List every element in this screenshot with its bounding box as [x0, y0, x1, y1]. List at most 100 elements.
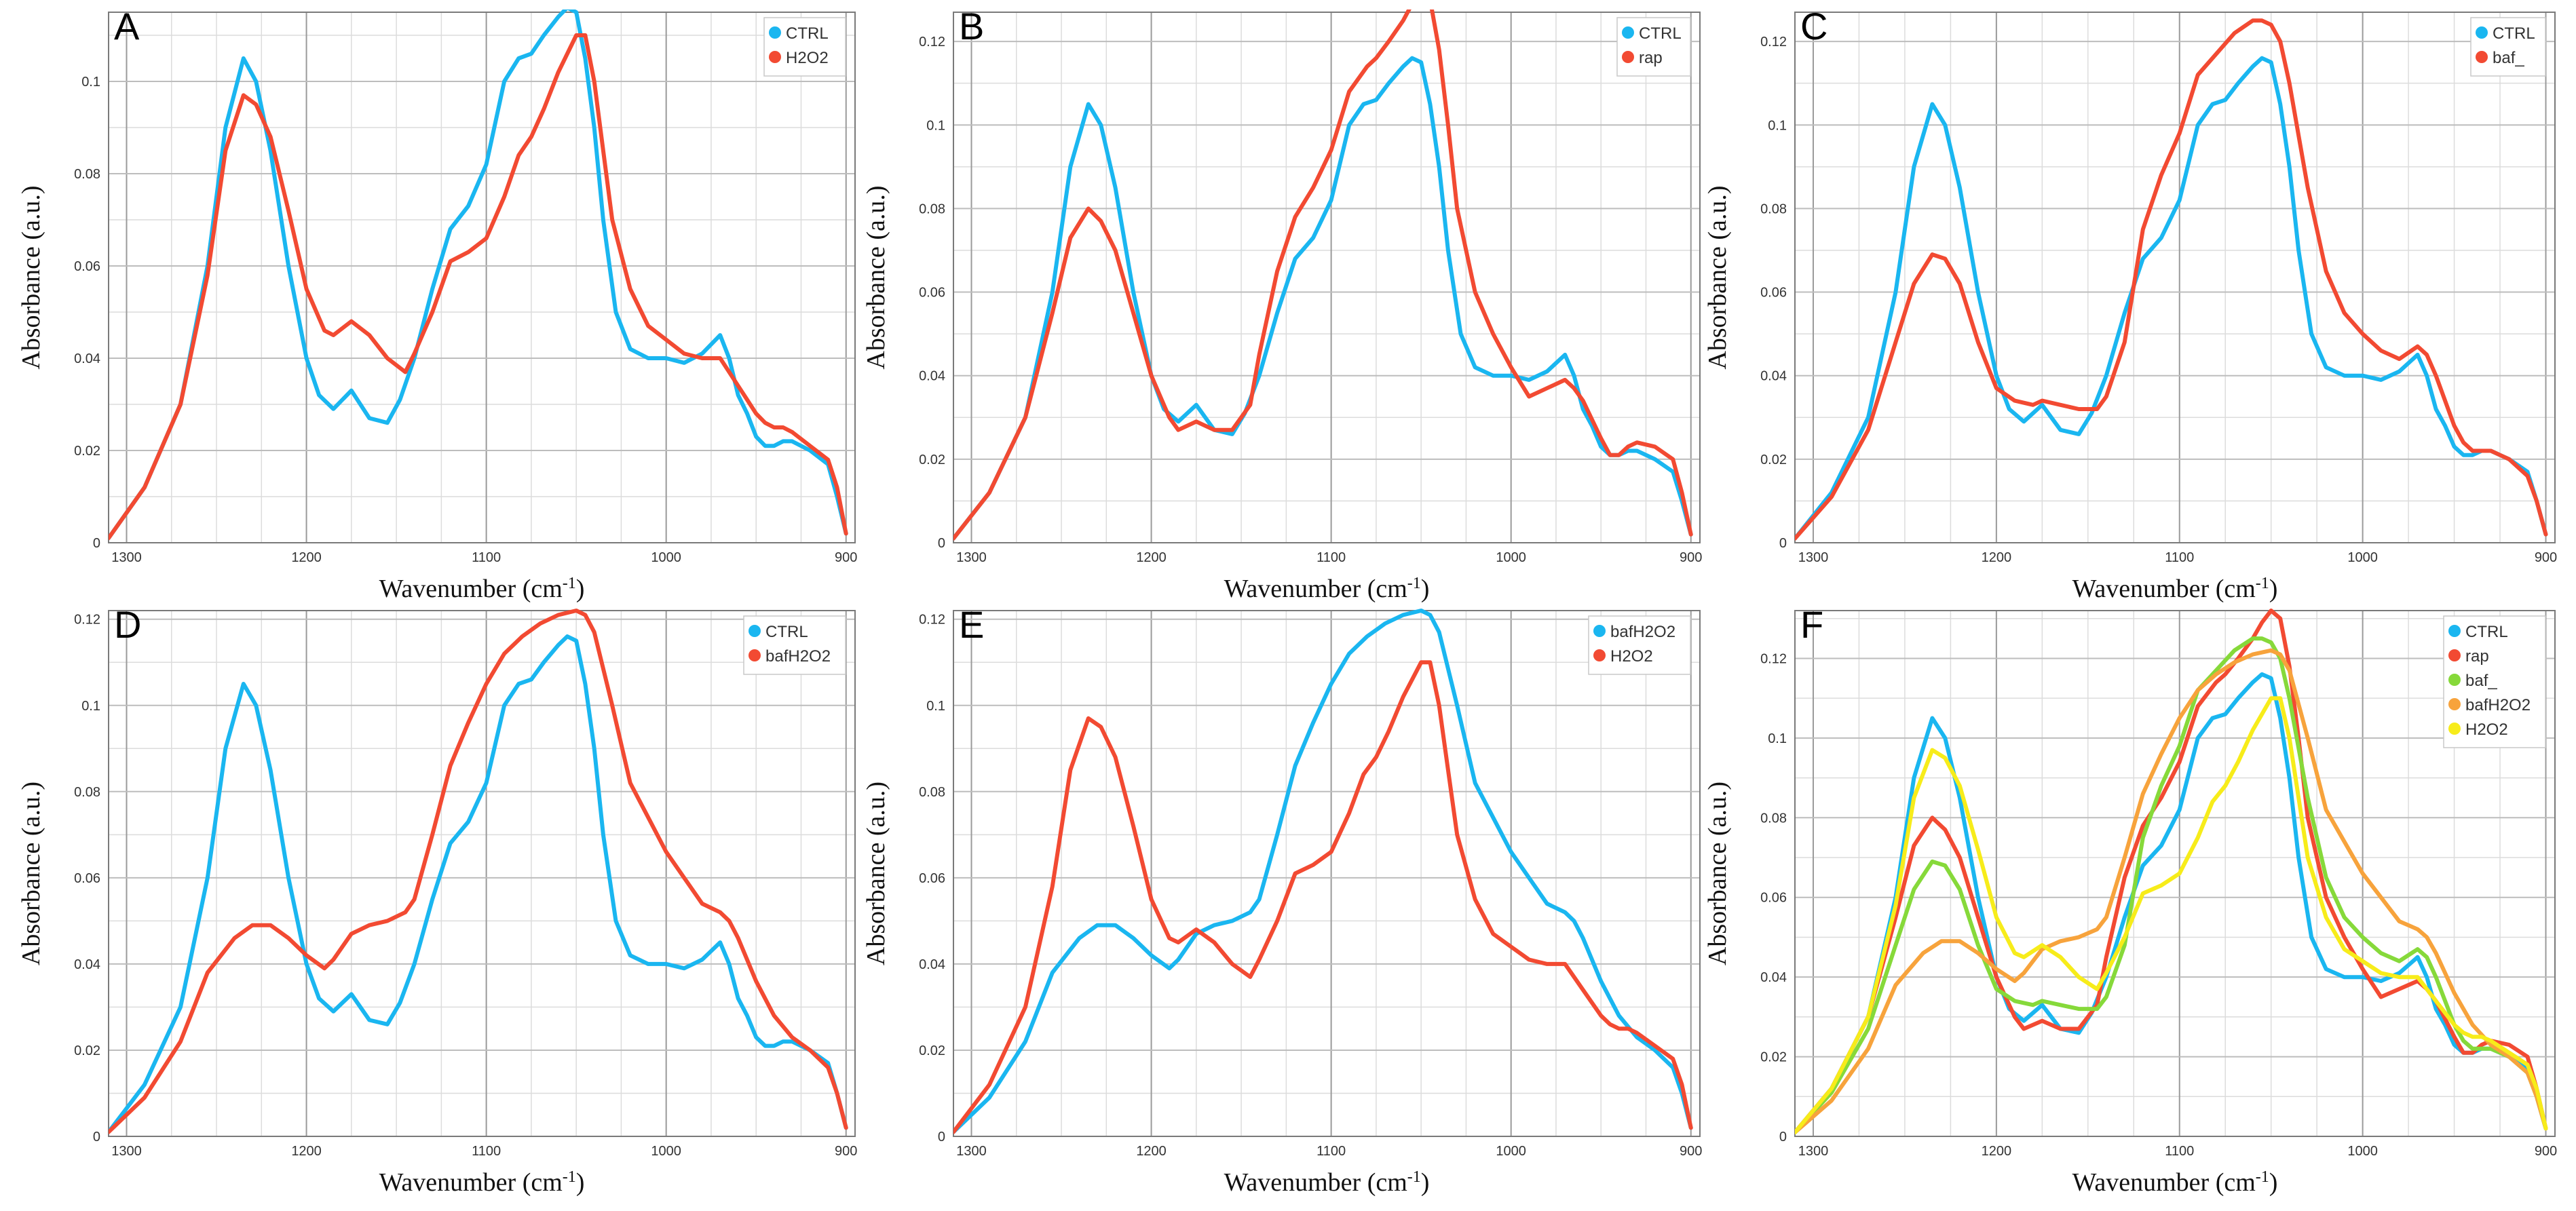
- minor-gridlines: [1795, 611, 2555, 1136]
- legend-marker: [2448, 649, 2461, 661]
- y-tick-label: 0: [93, 1130, 100, 1145]
- series-line-ctrl: [953, 56, 1693, 541]
- legend-marker: [1593, 625, 1606, 637]
- legend: CTRL rap: [1616, 17, 1691, 77]
- legend-marker: [2448, 625, 2461, 637]
- y-tick-label: 0: [1779, 536, 1787, 551]
- y-tick-label: 0.04: [919, 957, 945, 972]
- y-tick-label: 0.06: [919, 871, 945, 886]
- y-tick-label: 0.1: [81, 75, 100, 90]
- x-tick-label: 1100: [1317, 1144, 1346, 1159]
- chart-panel-d: 1300 1200 1100 1000 900 0 0.02 0.04 0.06 0.08 0.1 0…: [17, 603, 857, 1197]
- minor-gridlines: [1795, 12, 2555, 543]
- y-tick-label: 0.1: [1768, 118, 1787, 133]
- x-tick-label: 1000: [651, 550, 681, 565]
- plot-frame: [108, 610, 856, 1137]
- legend-label: CTRL: [2465, 623, 2508, 641]
- panel-label: E: [959, 603, 984, 646]
- series-line-rap: [1795, 609, 2548, 1135]
- y-tick-label: 0.06: [74, 259, 100, 274]
- legend-label: H2O2: [786, 49, 829, 67]
- y-tick-label: 0.08: [919, 785, 945, 800]
- chart-panel-a: 1300 1200 1100 1000 900 0 0.02 0.04 0.06 0.08 0.1 W…: [17, 5, 857, 603]
- chart-panel-b: 1300 1200 1100 1000 900 0 0.02 0.04 0.06 0.08 0.1 0…: [862, 5, 1702, 603]
- chart-panel-f: 1300 1200 1100 1000 900 0 0.02 0.04 0.06 0.08 0.1 0…: [1703, 603, 2557, 1197]
- x-tick-label: 1100: [2165, 550, 2194, 565]
- series-line-ctrl: [109, 9, 848, 541]
- y-tick-label: 0.08: [1760, 811, 1787, 826]
- x-tick-label: 1200: [1136, 1144, 1167, 1159]
- x-tick-label: 1100: [2165, 1144, 2194, 1159]
- series-line-baf-: [1795, 18, 2548, 541]
- x-tick-label: 1100: [472, 550, 501, 565]
- x-tick-label: 1200: [291, 550, 322, 565]
- panel-label: F: [1800, 603, 1823, 646]
- y-axis-title: Absorbance (a.u.): [862, 782, 890, 965]
- x-tick-label: 900: [1680, 550, 1702, 565]
- x-axis-title: Wavenumber (cm-1): [379, 1168, 585, 1197]
- legend-marker: [769, 26, 781, 39]
- minor-gridlines: [109, 611, 855, 1136]
- legend-label: CTRL: [765, 623, 808, 641]
- panel-label: B: [959, 5, 984, 47]
- major-gridlines: [1795, 611, 2555, 1137]
- major-gridlines: [953, 12, 1700, 543]
- legend-marker: [749, 625, 761, 637]
- y-tick-label: 0: [938, 1130, 945, 1145]
- y-tick-label: 0.02: [1760, 1050, 1787, 1065]
- plot-frame: [108, 12, 856, 543]
- y-tick-label: 0.06: [1760, 286, 1787, 301]
- series-line-rap: [953, 9, 1693, 541]
- x-tick-label: 1200: [1136, 550, 1167, 565]
- minor-gridlines: [109, 12, 855, 543]
- x-tick-label: 1300: [1798, 550, 1829, 565]
- minor-gridlines: [953, 12, 1700, 543]
- y-tick-label: 0.04: [74, 957, 100, 972]
- y-tick-label: 0.08: [1760, 201, 1787, 216]
- legend-label: baf_: [2493, 49, 2524, 67]
- series-line-h2o2: [1795, 696, 2548, 1135]
- legend-marker: [2448, 723, 2461, 735]
- y-tick-label: 0.04: [1760, 970, 1787, 985]
- legend-label: baf_: [2465, 672, 2497, 690]
- chart-panel-e: 1300 1200 1100 1000 900 0 0.02 0.04 0.06 0.08 0.1 0…: [862, 603, 1702, 1197]
- panel-label: D: [114, 603, 141, 646]
- legend-label: CTRL: [786, 24, 829, 43]
- x-tick-label: 1000: [2347, 1144, 2378, 1159]
- y-axis-title: Absorbance (a.u.): [17, 782, 45, 965]
- legend-marker: [1622, 51, 1634, 63]
- y-tick-label: 0.1: [926, 118, 945, 133]
- y-tick-label: 0.12: [74, 613, 100, 628]
- series-line-h2o2: [109, 33, 848, 541]
- y-tick-label: 0.04: [1760, 369, 1787, 384]
- y-tick-label: 0.06: [74, 871, 100, 886]
- y-axis-title: Absorbance (a.u.): [862, 185, 890, 369]
- y-tick-label: 0.1: [81, 699, 100, 714]
- x-tick-label: 1200: [291, 1144, 322, 1159]
- legend-marker: [1622, 26, 1634, 39]
- legend-label: rap: [2465, 647, 2489, 666]
- y-tick-label: 0.02: [919, 1043, 945, 1058]
- legend-marker: [769, 51, 781, 63]
- legend-label: bafH2O2: [765, 647, 831, 666]
- legend-label: bafH2O2: [1610, 623, 1675, 641]
- legend-marker: [749, 649, 761, 661]
- y-tick-label: 0: [1779, 1130, 1787, 1145]
- y-tick-label: 0.06: [1760, 891, 1787, 906]
- legend-marker: [2476, 51, 2488, 63]
- y-tick-label: 0.08: [919, 201, 945, 216]
- series-line-ctrl: [1795, 56, 2548, 541]
- x-tick-label: 1300: [111, 550, 142, 565]
- y-tick-label: 0.02: [74, 444, 100, 459]
- series-line-baf-: [1795, 636, 2548, 1135]
- series-line-bafh2o2: [953, 609, 1693, 1134]
- legend-label: CTRL: [1639, 24, 1682, 43]
- y-tick-label: 0.02: [1760, 453, 1787, 467]
- x-tick-label: 1200: [1982, 550, 2012, 565]
- y-tick-label: 0.08: [74, 167, 100, 182]
- x-axis-title: Wavenumber (cm-1): [1224, 1168, 1430, 1197]
- x-tick-label: 1000: [1496, 550, 1526, 565]
- x-tick-label: 1200: [1982, 1144, 2012, 1159]
- y-tick-label: 0: [938, 536, 945, 551]
